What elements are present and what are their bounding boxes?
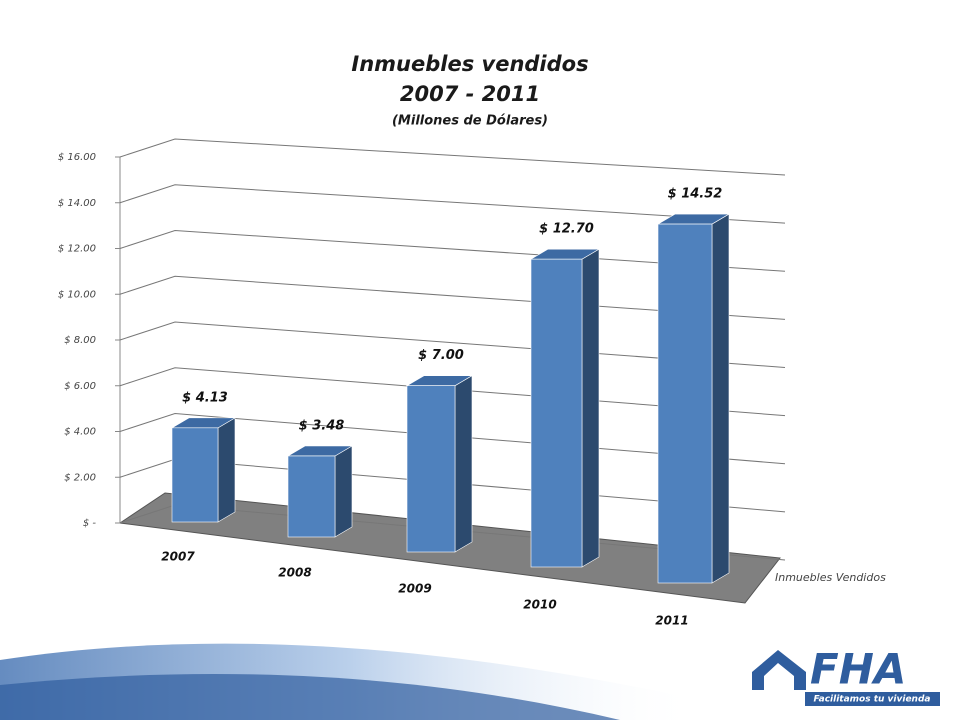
logo-name: FHA bbox=[810, 645, 906, 694]
chart: $ - $ 2.00 $ 4.00 $ 6.00 $ 8.00 $ 10.00 $ 12.0… bbox=[58, 138, 886, 628]
bar-side bbox=[711, 213, 730, 584]
bar-front bbox=[530, 258, 583, 568]
chart-title: Inmuebles vendidos bbox=[351, 52, 588, 76]
y-tick-label: $ 2.00 bbox=[64, 472, 96, 483]
bar bbox=[170, 417, 237, 523]
x-tick-label: 2008 bbox=[278, 566, 311, 580]
y-tick-label: $ 8.00 bbox=[64, 335, 96, 346]
value-label: $ 12.70 bbox=[539, 222, 594, 237]
bar-front bbox=[406, 385, 456, 553]
chart-subtitle: 2007 - 2011 bbox=[400, 82, 540, 106]
value-label: $ 3.48 bbox=[299, 418, 345, 433]
y-tick-label: $ 6.00 bbox=[64, 381, 96, 392]
wave-decoration bbox=[0, 673, 620, 720]
y-tick-label: $ 12.00 bbox=[58, 244, 96, 255]
bar bbox=[529, 248, 601, 568]
value-label: $ 7.00 bbox=[418, 348, 464, 363]
bar bbox=[405, 375, 474, 553]
grid-line bbox=[119, 138, 786, 176]
x-tick-label: 2007 bbox=[161, 550, 195, 564]
x-tick-label: 2010 bbox=[523, 598, 556, 612]
logo-bar bbox=[805, 692, 940, 706]
grid-line bbox=[119, 184, 786, 224]
y-tick-label: $ 4.00 bbox=[64, 427, 96, 438]
logo: FHA Facilitamos tu vivienda bbox=[752, 645, 940, 706]
y-tick-label: $ 14.00 bbox=[58, 198, 96, 209]
x-tick-label: 2009 bbox=[398, 582, 431, 596]
unit-note: (Millones de Dólares) bbox=[392, 114, 548, 129]
bar-side bbox=[454, 375, 473, 553]
bar-side bbox=[581, 248, 600, 568]
bar-side bbox=[334, 445, 353, 538]
y-tick-label: $ 10.00 bbox=[58, 289, 96, 300]
logo-house bbox=[752, 650, 806, 690]
bar-front bbox=[171, 427, 219, 523]
logo-tagline: Facilitamos tu vivienda bbox=[814, 695, 931, 705]
legend-label: Inmuebles Vendidos bbox=[775, 571, 886, 584]
bar-front bbox=[287, 455, 336, 538]
bar-side bbox=[217, 417, 236, 523]
bar bbox=[286, 445, 354, 538]
value-label: $ 14.52 bbox=[668, 187, 723, 202]
y-tick-label: $ 16.00 bbox=[58, 152, 96, 163]
y-tick-label: $ - bbox=[83, 518, 97, 529]
x-tick-label: 2011 bbox=[655, 614, 688, 628]
bar bbox=[656, 213, 731, 584]
value-label: $ 4.13 bbox=[182, 390, 228, 405]
bar-front bbox=[657, 223, 713, 584]
